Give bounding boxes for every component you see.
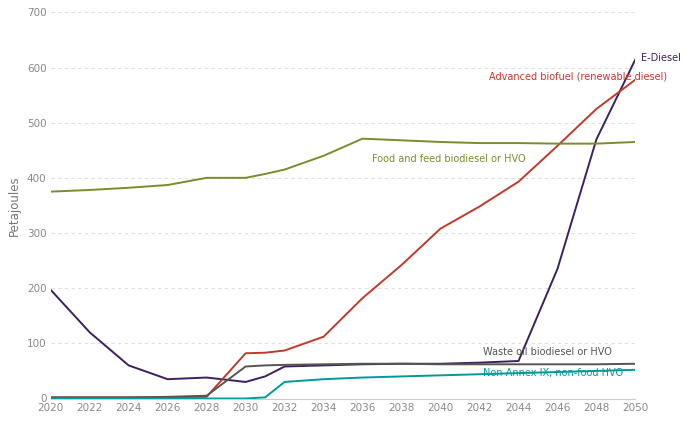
- Text: Food and feed biodiesel or HVO: Food and feed biodiesel or HVO: [372, 154, 526, 163]
- Text: E-Diesel: E-Diesel: [641, 53, 681, 63]
- Text: Advanced biofuel (renewable diesel): Advanced biofuel (renewable diesel): [489, 72, 668, 82]
- Text: Non-Annex IX, non-food HVO: Non-Annex IX, non-food HVO: [484, 368, 624, 378]
- Y-axis label: Petajoules: Petajoules: [8, 175, 21, 236]
- Text: Waste oil biodiesel or HVO: Waste oil biodiesel or HVO: [484, 347, 613, 357]
